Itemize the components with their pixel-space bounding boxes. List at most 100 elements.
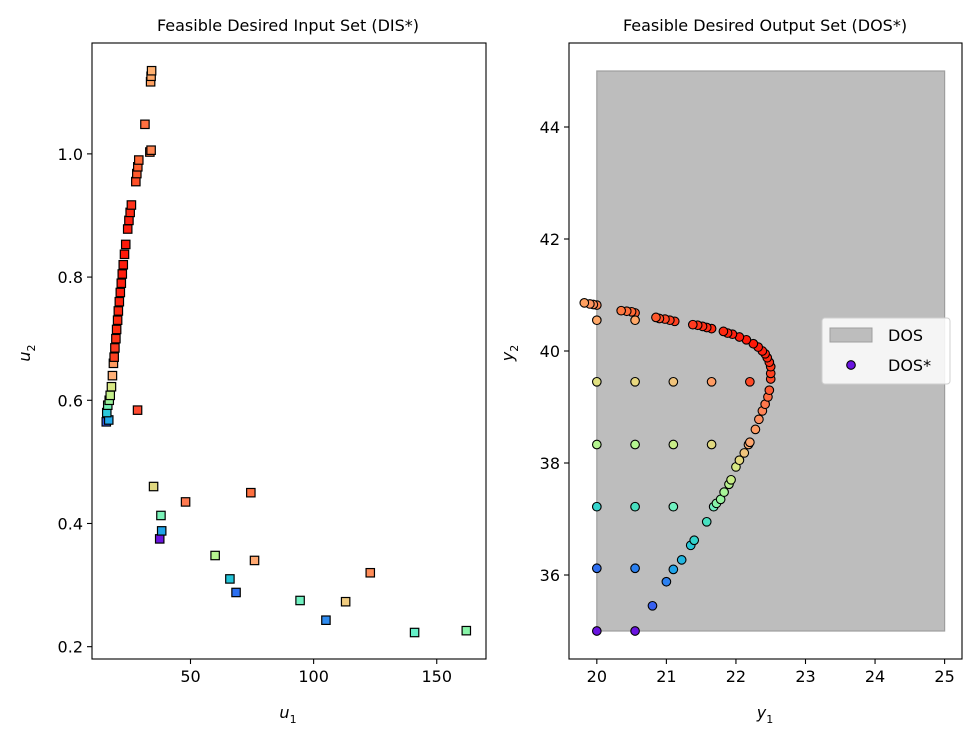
data-point bbox=[651, 312, 661, 323]
y-axis-label: y2 bbox=[498, 345, 521, 362]
data-point bbox=[734, 455, 745, 466]
x-tick-label: 24 bbox=[865, 667, 885, 686]
data-point bbox=[154, 534, 165, 544]
chart-dos: Feasible Desired Output Set (DOS*) 20 21 2… bbox=[498, 16, 963, 726]
data-point bbox=[739, 448, 750, 458]
data-point bbox=[591, 376, 602, 387]
legend: DOS DOS* bbox=[821, 317, 951, 385]
y-tick-label: 44 bbox=[540, 118, 560, 137]
data-point bbox=[115, 287, 126, 298]
axes-frame bbox=[91, 42, 487, 660]
legend-swatch bbox=[829, 327, 873, 343]
data-point bbox=[112, 315, 123, 325]
data-point bbox=[591, 501, 602, 512]
y-tick-label: 36 bbox=[540, 566, 560, 585]
data-point bbox=[409, 627, 420, 638]
plot-area bbox=[91, 42, 487, 660]
data-point bbox=[630, 315, 640, 326]
x-axis-subscript: 1 bbox=[766, 713, 773, 726]
data-point bbox=[113, 306, 124, 316]
data-point bbox=[718, 326, 729, 337]
data-point bbox=[750, 424, 761, 435]
data-point bbox=[231, 587, 241, 598]
data-point bbox=[148, 481, 159, 492]
data-point bbox=[106, 381, 117, 392]
data-point bbox=[156, 526, 167, 536]
data-point bbox=[668, 501, 679, 512]
data-point bbox=[661, 576, 672, 587]
data-point bbox=[591, 563, 602, 574]
data-point bbox=[687, 319, 698, 330]
data-point bbox=[744, 376, 755, 387]
y-tick-label: 0.2 bbox=[58, 638, 83, 657]
data-point bbox=[117, 269, 128, 279]
data-point bbox=[340, 596, 351, 607]
y-axis-symbol: u bbox=[15, 351, 34, 361]
y-tick-label: 0.6 bbox=[58, 391, 83, 410]
x-tick-label: 100 bbox=[298, 667, 329, 686]
data-point bbox=[706, 439, 717, 450]
data-point bbox=[754, 414, 764, 425]
data-point bbox=[461, 625, 472, 636]
y-tick-label: 0.8 bbox=[58, 268, 83, 287]
data-point bbox=[295, 595, 305, 606]
x-tick-label: 21 bbox=[656, 667, 676, 686]
y-tick-label: 1.0 bbox=[58, 145, 83, 164]
data-point bbox=[726, 474, 736, 485]
data-point bbox=[120, 239, 131, 250]
data-point bbox=[116, 278, 127, 289]
data-point bbox=[630, 439, 640, 450]
y-axis-symbol: y bbox=[498, 351, 517, 362]
data-point bbox=[365, 567, 376, 578]
chart-title: Feasible Desired Output Set (DOS*) bbox=[623, 16, 907, 35]
axis-ticks: 20 21 22 23 24 25 36 38 40 42 44 bbox=[540, 118, 955, 686]
x-axis-symbol: y bbox=[756, 703, 767, 722]
x-tick-label: 25 bbox=[934, 667, 954, 686]
x-tick-label: 22 bbox=[726, 667, 746, 686]
data-point bbox=[114, 296, 125, 307]
legend-label: DOS* bbox=[888, 356, 931, 375]
data-point bbox=[225, 574, 235, 584]
data-point bbox=[111, 324, 122, 335]
y-tick-label: 42 bbox=[540, 230, 560, 249]
legend-label: DOS bbox=[888, 326, 923, 345]
x-tick-label: 23 bbox=[795, 667, 815, 686]
data-point bbox=[719, 487, 729, 497]
data-point bbox=[668, 439, 679, 450]
data-point bbox=[110, 343, 120, 353]
chart-title: Feasible Desired Input Set (DIS*) bbox=[157, 16, 419, 35]
y-tick-label: 38 bbox=[540, 454, 560, 473]
chart-dis: Feasible Desired Input Set (DIS*) 50 100 1… bbox=[15, 16, 487, 726]
data-point bbox=[764, 385, 775, 396]
data-point bbox=[689, 535, 700, 546]
x-tick-label: 150 bbox=[421, 667, 452, 686]
data-point bbox=[591, 315, 602, 326]
data-point bbox=[701, 516, 712, 527]
data-point bbox=[630, 563, 640, 574]
y-axis-subscript: 2 bbox=[508, 345, 521, 352]
data-point bbox=[579, 297, 590, 308]
data-point bbox=[249, 555, 260, 566]
data-point bbox=[630, 626, 640, 636]
y-axis-subscript: 2 bbox=[25, 344, 38, 351]
y-tick-label: 40 bbox=[540, 342, 560, 361]
legend-marker bbox=[846, 360, 856, 370]
data-point bbox=[105, 390, 116, 401]
data-point bbox=[180, 497, 191, 507]
data-point bbox=[131, 176, 141, 187]
data-point bbox=[146, 145, 156, 155]
x-axis-label: y1 bbox=[756, 703, 773, 726]
x-tick-label: 20 bbox=[587, 667, 607, 686]
data-point bbox=[706, 376, 717, 387]
data-point bbox=[132, 405, 143, 415]
data-point bbox=[744, 437, 755, 448]
data-point bbox=[126, 200, 137, 210]
data-point bbox=[107, 370, 118, 381]
data-point bbox=[246, 487, 256, 498]
data-point bbox=[676, 555, 687, 565]
y-tick-label: 0.4 bbox=[58, 514, 83, 533]
data-point bbox=[321, 615, 331, 625]
data-point bbox=[118, 259, 129, 270]
data-point bbox=[109, 352, 119, 362]
